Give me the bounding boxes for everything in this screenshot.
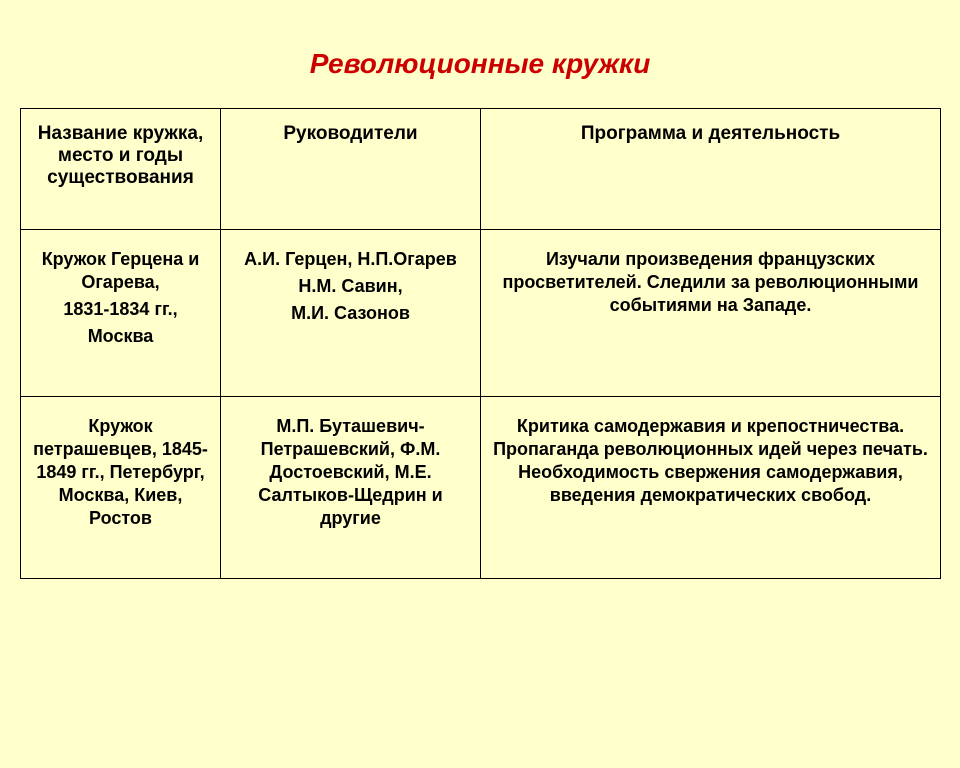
page-title: Революционные кружки <box>0 48 960 80</box>
row1-name-line3: Москва <box>31 325 210 348</box>
row1-name-line2: 1831-1834 гг., <box>31 298 210 321</box>
cell-leaders: М.П. Буташевич-Петрашевский, Ф.М. Достое… <box>221 397 481 579</box>
slide: Революционные кружки Название кружка, ме… <box>0 48 960 768</box>
table-header-row: Название кружка, место и годы существова… <box>21 109 941 230</box>
row1-leaders-line3: М.И. Сазонов <box>231 302 470 325</box>
row1-leaders-line1: А.И. Герцен, Н.П.Огарев <box>231 248 470 271</box>
header-name-line2: место и годы существования <box>29 145 212 189</box>
header-leaders: Руководители <box>221 109 481 230</box>
cell-name: Кружок петрашевцев, 1845-1849 гг., Петер… <box>21 397 221 579</box>
circles-table: Название кружка, место и годы существова… <box>20 108 941 579</box>
row1-name-line1: Кружок Герцена и Огарева, <box>31 248 210 294</box>
cell-program: Критика самодержавия и крепостничества. … <box>481 397 941 579</box>
table-row: Кружок петрашевцев, 1845-1849 гг., Петер… <box>21 397 941 579</box>
cell-program: Изучали произведения французских просвет… <box>481 230 941 397</box>
header-name-line1: Название кружка, <box>29 123 212 145</box>
header-program: Программа и деятельность <box>481 109 941 230</box>
cell-leaders: А.И. Герцен, Н.П.Огарев Н.М. Савин, М.И.… <box>221 230 481 397</box>
cell-name: Кружок Герцена и Огарева, 1831-1834 гг.,… <box>21 230 221 397</box>
table-row: Кружок Герцена и Огарева, 1831-1834 гг.,… <box>21 230 941 397</box>
row1-leaders-line2: Н.М. Савин, <box>231 275 470 298</box>
header-name: Название кружка, место и годы существова… <box>21 109 221 230</box>
